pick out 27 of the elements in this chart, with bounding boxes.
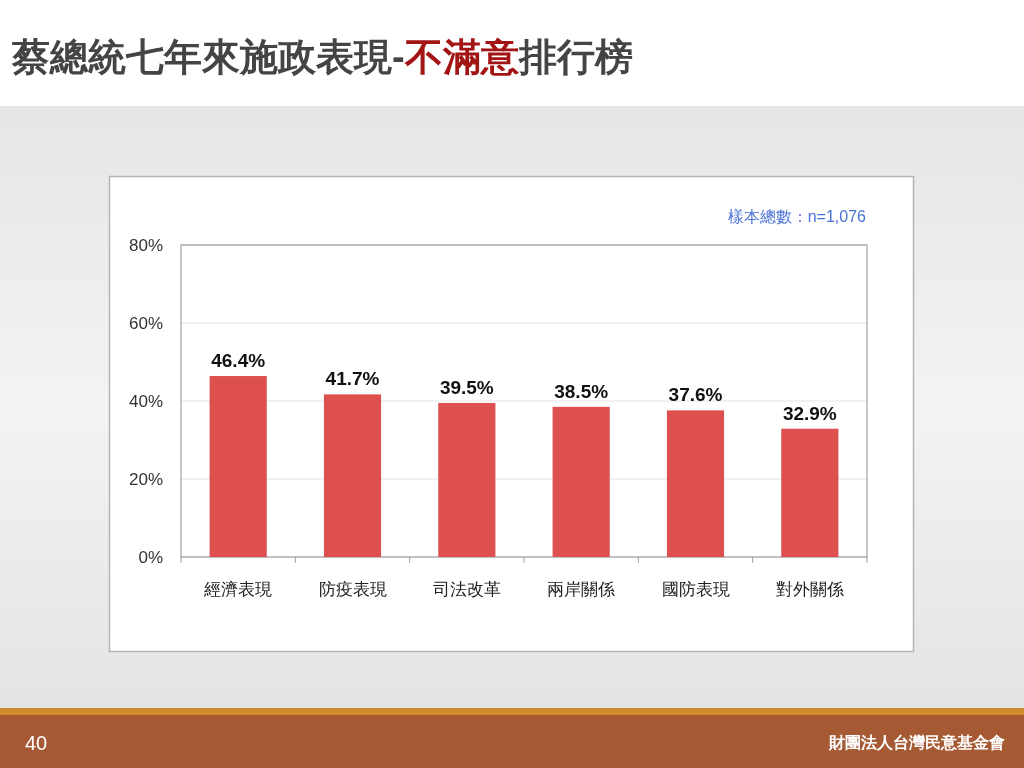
bar [781,428,839,557]
chart-title: 蔡總統七年來施政表現-不滿意排行榜 [11,36,633,78]
bar [552,406,610,557]
x-tick-label: 兩岸關係 [547,580,616,599]
y-tick-label: 80% [128,236,163,255]
data-label: 46.4% [211,350,266,372]
data-label: 38.5% [554,380,609,402]
x-tick-label: 司法改革 [432,580,501,599]
bar [666,410,725,557]
bar [323,394,382,557]
text: 樣本總數：n=1,076 [727,208,867,225]
x-tick-label: 經濟表現 [203,580,273,599]
data-label: 41.7% [325,368,380,390]
x-tick-label: 國防表現 [661,580,730,599]
text: 財團法人台灣民意基金會 [828,734,1005,751]
x-tick-label: 防疫表現 [318,580,387,599]
y-tick-label: 20% [128,470,163,489]
y-tick-label: 60% [128,314,163,333]
x-tick-label: 對外關係 [775,580,844,599]
data-label: 37.6% [668,384,723,406]
y-tick-label: 0% [138,548,163,567]
text: 40 [25,732,48,754]
y-tick-label: 40% [128,392,163,411]
bar [438,402,496,557]
bar [209,376,267,557]
data-label: 32.9% [782,402,837,424]
data-label: 39.5% [439,376,494,398]
